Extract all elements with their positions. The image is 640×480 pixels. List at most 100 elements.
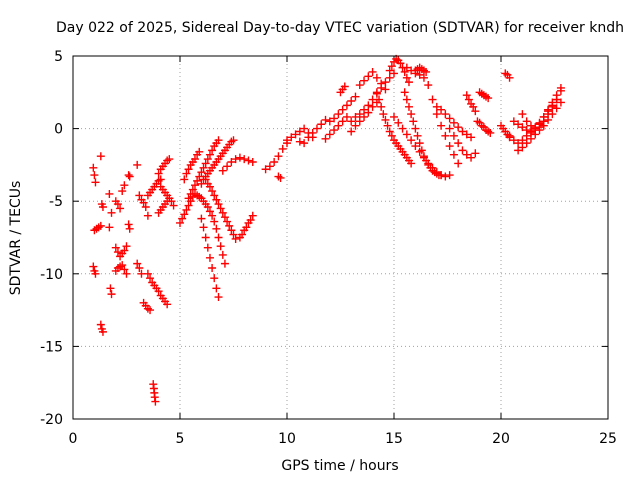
data-point — [197, 214, 206, 223]
data-point — [411, 124, 420, 133]
data-point — [385, 127, 394, 136]
data-point — [462, 150, 471, 159]
plot-frame — [72, 55, 609, 420]
data-point — [379, 110, 388, 119]
y-tick-label: 5 — [54, 49, 63, 65]
data-point — [484, 94, 493, 103]
series-s33 — [295, 115, 330, 148]
data-point — [321, 134, 330, 143]
data-point — [184, 165, 193, 174]
series-s11 — [124, 220, 134, 233]
series-s46 — [432, 102, 476, 142]
data-point — [428, 163, 437, 172]
data-point — [116, 204, 125, 213]
data-point — [91, 178, 100, 187]
data-point — [182, 205, 191, 214]
data-point — [265, 162, 274, 171]
data-point — [381, 78, 390, 87]
axis-ticks: 0 5 10 15 20 25 -20 -15 -10 -5 0 5 — [40, 49, 617, 447]
data-point — [214, 200, 223, 209]
data-point — [415, 139, 424, 148]
data-point — [462, 130, 471, 139]
data-point — [347, 117, 356, 126]
series-s14 — [133, 259, 155, 315]
series-s09 — [111, 242, 131, 261]
data-point — [355, 81, 364, 90]
data-point — [400, 67, 409, 76]
data-point — [449, 118, 458, 127]
data-point — [201, 175, 210, 184]
data-point — [106, 284, 115, 293]
data-point — [154, 287, 163, 296]
data-point — [469, 102, 478, 111]
data-point — [218, 208, 227, 217]
data-point — [197, 168, 206, 177]
series-s36 — [336, 82, 349, 97]
x-tick-label: 25 — [599, 431, 617, 447]
data-point — [208, 187, 217, 196]
data-point — [342, 101, 351, 110]
data-point — [312, 124, 321, 133]
data-point — [505, 131, 514, 140]
series-s15 — [143, 269, 172, 309]
data-point — [274, 152, 283, 161]
data-point — [124, 171, 133, 180]
data-point — [381, 85, 390, 94]
data-point — [201, 233, 210, 242]
data-point — [424, 81, 433, 90]
data-point — [449, 150, 458, 159]
data-point — [441, 110, 450, 119]
data-point — [190, 181, 199, 190]
data-point — [203, 243, 212, 252]
data-point — [135, 263, 144, 272]
data-point — [458, 127, 467, 136]
data-point — [176, 218, 184, 227]
data-point — [445, 124, 454, 133]
x-tick-label: 20 — [492, 431, 510, 447]
data-point — [334, 121, 343, 130]
data-point — [402, 130, 411, 139]
data-point — [214, 293, 223, 302]
data-point — [552, 104, 561, 113]
data-point — [205, 150, 214, 159]
data-point — [390, 69, 398, 78]
data-point — [195, 147, 204, 156]
data-point — [295, 137, 304, 146]
series-s05 — [96, 320, 107, 336]
data-point — [184, 201, 193, 210]
data-point — [445, 142, 454, 151]
series-s45 — [390, 112, 454, 181]
data-point — [113, 200, 122, 209]
data-point — [454, 139, 463, 148]
data-point — [199, 163, 208, 172]
data-point — [227, 226, 236, 235]
data-point — [445, 171, 454, 180]
data-point — [381, 115, 390, 124]
data-point — [509, 117, 518, 126]
series-s20 — [156, 182, 178, 210]
data-point — [531, 124, 540, 133]
data-point — [156, 175, 165, 184]
data-point — [98, 327, 107, 336]
series-s21 — [176, 192, 197, 227]
data-point — [203, 155, 212, 164]
data-point — [291, 130, 300, 139]
data-point — [154, 169, 163, 178]
data-point — [548, 102, 557, 111]
data-point — [340, 82, 349, 91]
data-point — [445, 114, 454, 123]
data-point — [437, 105, 446, 114]
data-point — [360, 112, 369, 121]
data-point — [351, 121, 360, 130]
data-point — [404, 102, 413, 111]
data-point — [458, 146, 467, 155]
data-point — [208, 211, 217, 220]
data-point — [552, 95, 561, 104]
data-point — [205, 182, 214, 191]
data-point — [377, 83, 386, 92]
data-point — [514, 146, 523, 155]
data-point — [122, 242, 131, 251]
data-point — [184, 194, 193, 203]
data-point — [360, 76, 369, 85]
